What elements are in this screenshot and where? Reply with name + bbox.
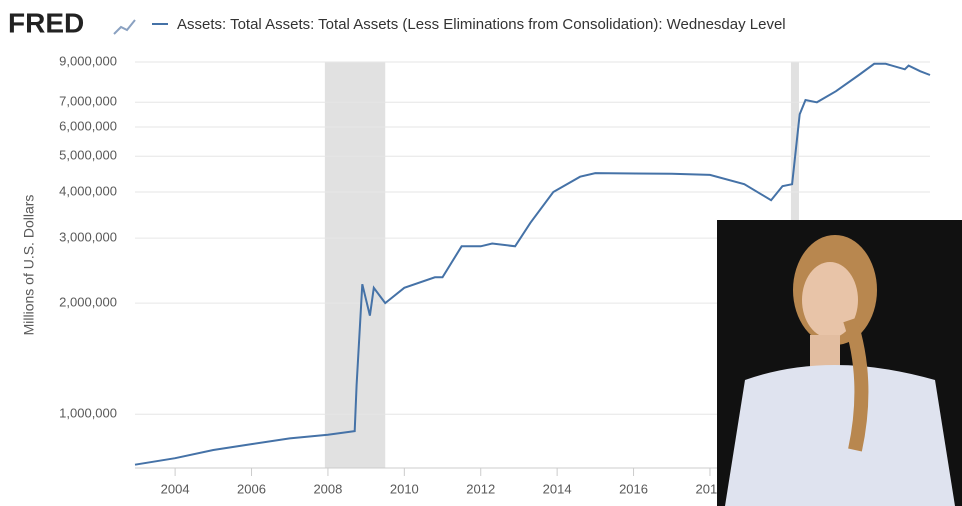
series-line [134,62,931,466]
x-tick-label: 2006 [237,481,266,496]
y-tick-label: 1,000,000 [59,406,117,421]
legend-label: Assets: Total Assets: Total Assets (Less… [177,16,786,33]
y-tick-label: 2,000,000 [59,295,117,310]
y-tick-label: 3,000,000 [59,230,117,245]
photo-braid [843,317,869,452]
photo [717,220,962,506]
y-tick-label: 5,000,000 [59,148,117,163]
y-tick-label: 9,000,000 [59,53,117,68]
logo-icon [113,19,136,35]
photo-face [802,262,858,338]
x-tick-label: 2014 [543,481,572,496]
x-tick-label: 2012 [466,481,495,496]
logo: FRED [8,7,84,38]
x-tick-label: 2004 [161,481,190,496]
x-tick-label: 2010 [390,481,419,496]
plot: 1,000,000 2,000,000 3,000,000 4,000,000 5,00… [59,16,931,496]
x-tick-label: 2008 [313,481,342,496]
y-tick-label: 4,000,000 [59,183,117,198]
y-axis-label: Millions of U.S. Dollars [21,195,37,336]
x-tick-label: 2016 [619,481,648,496]
y-tick-label: 6,000,000 [59,118,117,133]
y-tick-label: 7,000,000 [59,94,117,109]
photo-dress [725,365,955,506]
